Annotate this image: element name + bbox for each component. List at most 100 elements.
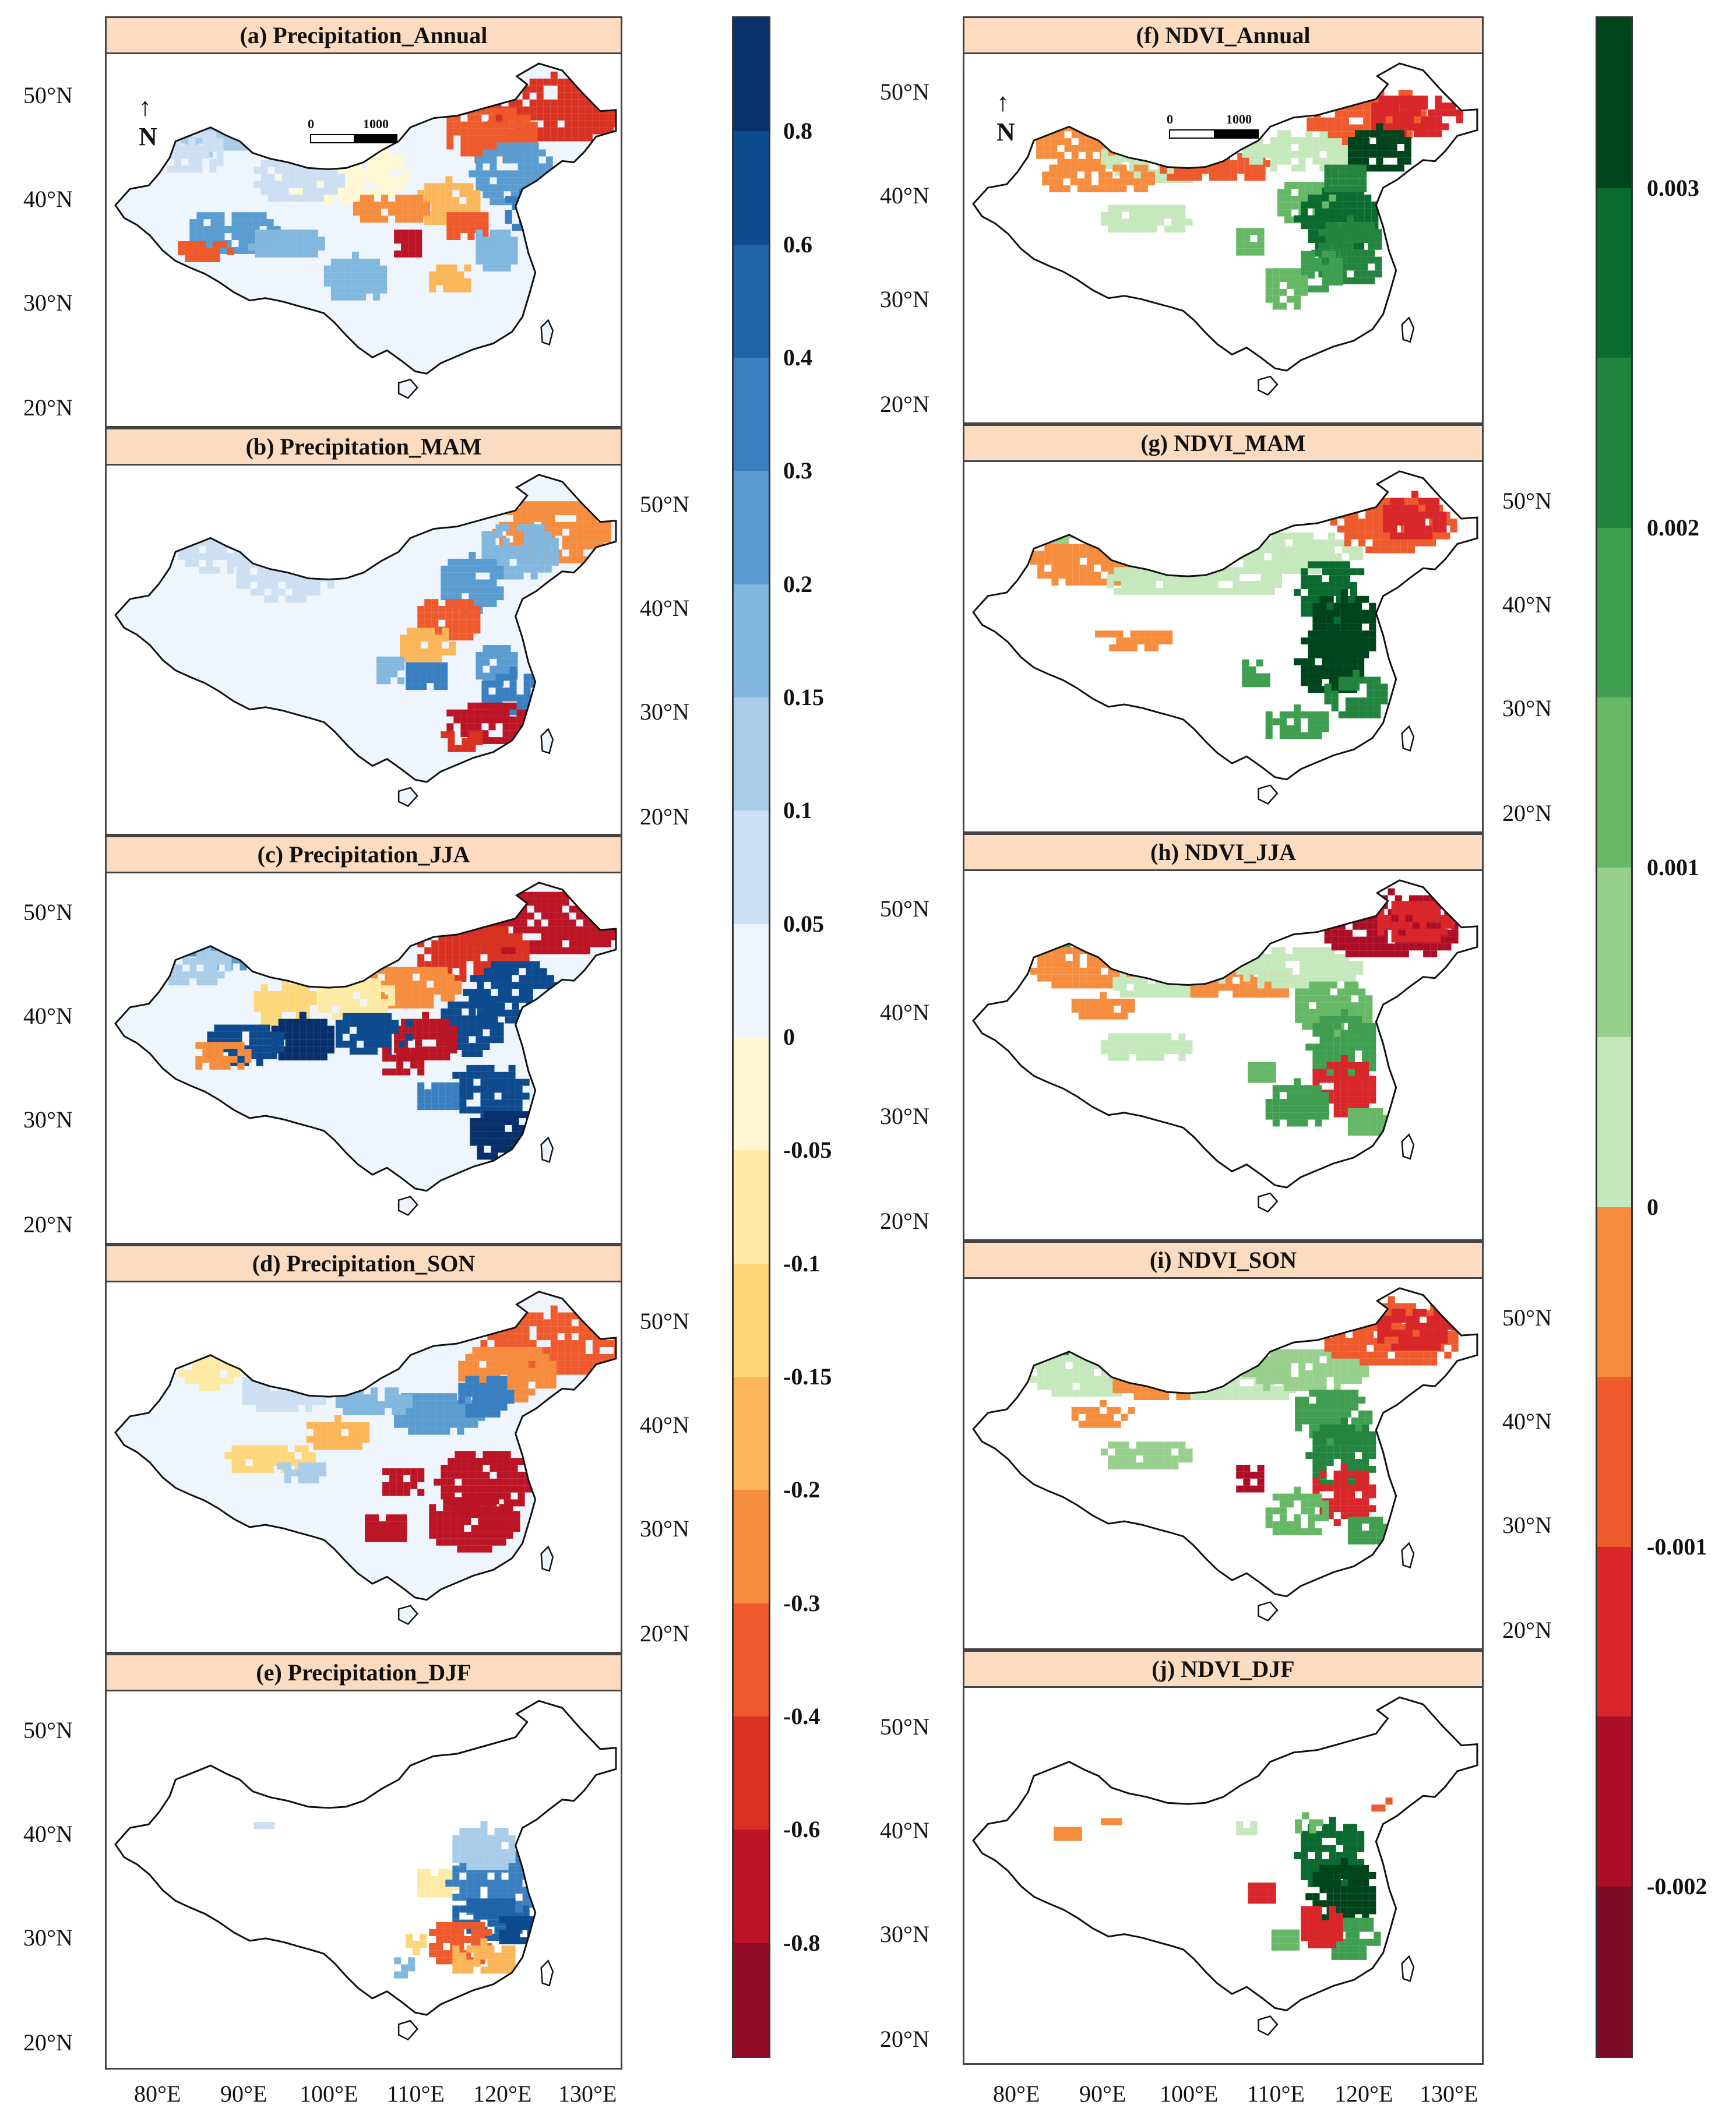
grid-cell (406, 1034, 413, 1041)
grid-cell (548, 501, 555, 509)
grid-cell (1315, 215, 1322, 223)
grid-cell (1164, 212, 1172, 219)
grid-cell (1105, 178, 1113, 186)
grid-cell (576, 912, 583, 920)
grid-cell (443, 1518, 450, 1525)
grid-cell (417, 1096, 425, 1104)
grid-cell (480, 1898, 488, 1906)
grid-cell (466, 1828, 474, 1835)
grid-cell (371, 1408, 378, 1415)
grid-cell (564, 1333, 572, 1341)
grid-cell (484, 996, 491, 1003)
grid-cell (1294, 295, 1301, 303)
grid-cell (502, 709, 510, 717)
grid-cell (406, 1933, 413, 1941)
grid-cell (436, 1525, 443, 1532)
grid-cell (1129, 558, 1136, 565)
grid-cell (1298, 144, 1306, 151)
grid-cell (360, 1006, 368, 1013)
grid-cell (1376, 144, 1383, 151)
grid-cell (256, 1024, 263, 1032)
grid-cell (382, 155, 390, 163)
grid-cell (496, 651, 504, 659)
grid-cell (434, 967, 441, 974)
map-frame: (f) NDVI_Annual (963, 16, 1484, 424)
grid-cell (507, 1353, 515, 1361)
grid-cell (524, 198, 532, 206)
grid-cell (414, 655, 421, 662)
grid-cell (436, 271, 443, 279)
grid-cell (474, 716, 482, 724)
grid-cell (431, 1883, 439, 1891)
grid-cell (1361, 256, 1368, 264)
grid-cell (255, 237, 262, 244)
grid-cell (365, 1528, 372, 1535)
grid-cell (544, 552, 552, 559)
grid-cell (502, 558, 510, 566)
grid-cell (353, 209, 360, 216)
grid-cell (313, 1032, 321, 1040)
grid-cell (1249, 150, 1256, 158)
grid-cell (492, 1497, 499, 1504)
grid-cell (199, 101, 206, 109)
grid-cell (422, 1420, 429, 1428)
panel-title: (b) Precipitation_MAM (107, 429, 621, 466)
grid-cell (1062, 503, 1069, 511)
grid-cell (1305, 130, 1313, 138)
grid-cell (1327, 131, 1335, 139)
grid-cell (288, 174, 296, 181)
grid-cell (1314, 539, 1321, 547)
grid-cell (1041, 517, 1048, 524)
grid-cell (592, 127, 600, 135)
grid-cell (1355, 144, 1362, 151)
grid-cell (606, 1353, 614, 1361)
grid-cell (1300, 560, 1307, 567)
grid-cell (235, 1024, 242, 1032)
grid-cell (571, 1326, 579, 1334)
grid-cell (1041, 124, 1048, 132)
grid-cell (550, 106, 558, 114)
grid-cell (1049, 164, 1057, 172)
grid-cell (206, 566, 213, 574)
grid-cell (327, 1429, 334, 1436)
grid-cell (469, 1022, 476, 1030)
grid-cell (548, 905, 555, 913)
grid-cell (1246, 587, 1254, 595)
grid-cell (501, 1828, 509, 1835)
grid-cell (459, 619, 467, 627)
grid-cell (247, 922, 254, 929)
grid-cell (301, 1466, 309, 1473)
grid-cell (388, 202, 396, 209)
grid-cell (450, 271, 457, 279)
grid-cell (192, 115, 199, 123)
grid-cell (417, 1489, 425, 1496)
grid-cell (557, 1360, 565, 1368)
grid-cell (1354, 270, 1361, 278)
panel-title: (f) NDVI_Annual (964, 18, 1482, 54)
grid-cell (234, 1342, 241, 1349)
grid-cell (441, 967, 448, 974)
grid-cell (467, 114, 475, 122)
grid-cell (585, 106, 593, 114)
grid-cell (1108, 218, 1115, 226)
grid-cell (346, 999, 353, 1006)
grid-cell (438, 190, 446, 198)
grid-cell (1034, 117, 1041, 125)
grid-cell (496, 264, 504, 272)
grid-cell (604, 521, 611, 529)
grid-cell (443, 1039, 450, 1047)
grid-cell (1129, 142, 1136, 149)
grid-cell (292, 561, 300, 568)
grid-cell (1315, 265, 1322, 272)
grid-cell (501, 85, 509, 93)
grid-cell (585, 1360, 593, 1368)
grid-cell (1091, 185, 1099, 192)
grid-cell (446, 128, 454, 136)
grid-cell (474, 142, 482, 150)
grid-cell (1065, 551, 1073, 558)
grid-cell (452, 1089, 460, 1097)
grid-cell (1140, 178, 1148, 186)
grid-cell (460, 212, 468, 220)
grid-cell (400, 1514, 407, 1522)
grid-cell (323, 181, 331, 188)
